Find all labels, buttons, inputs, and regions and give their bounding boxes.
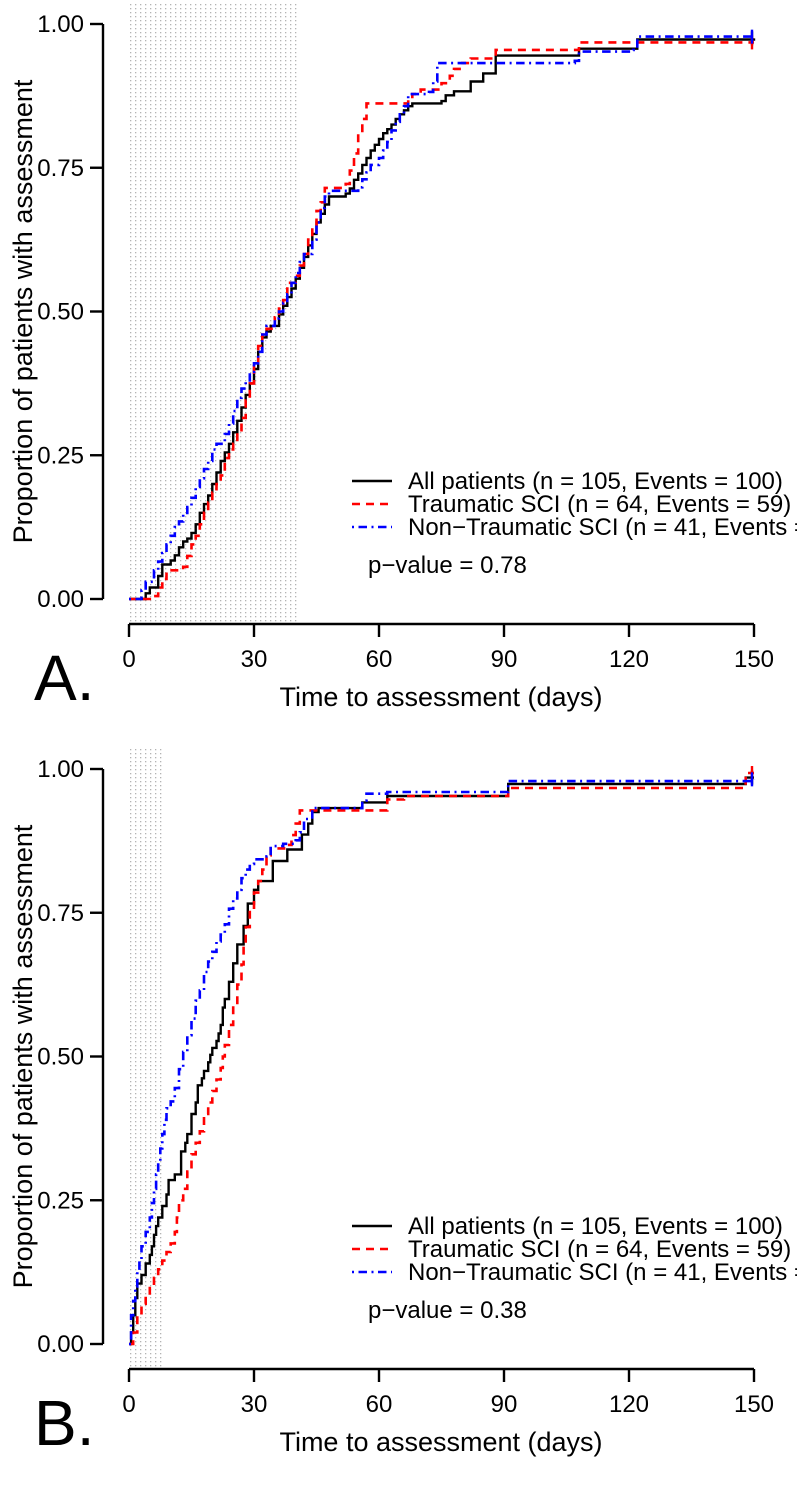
- y-tick-label: 0.75: [37, 155, 84, 182]
- panel-label: A.: [34, 642, 94, 714]
- shaded-region: [128, 4, 297, 622]
- p-value-text: p−value = 0.78: [368, 552, 527, 579]
- x-axis-title: Time to assessment (days): [279, 682, 602, 712]
- y-tick-label: 0.00: [37, 586, 84, 613]
- legend-traumatic-sci-label: Traumatic SCI (n = 64, Events = 59): [408, 491, 791, 518]
- y-tick-label: 0.50: [37, 299, 84, 326]
- panel-label: B.: [34, 1387, 94, 1459]
- x-tick-label: 120: [609, 646, 649, 673]
- x-tick-label: 90: [491, 1391, 518, 1418]
- x-axis-title: Time to assessment (days): [279, 1427, 602, 1457]
- x-tick-label: 0: [122, 1391, 135, 1418]
- x-tick-label: 120: [609, 1391, 649, 1418]
- legend-all-patients-label: All patients (n = 105, Events = 100): [408, 1213, 783, 1240]
- x-tick-label: 30: [241, 1391, 268, 1418]
- legend-traumatic-sci-label: Traumatic SCI (n = 64, Events = 59): [408, 1236, 791, 1263]
- y-axis-title: Proportion of patients with assessment: [8, 79, 38, 543]
- y-axis-title: Proportion of patients with assessment: [8, 824, 38, 1288]
- x-tick-label: 30: [241, 646, 268, 673]
- legend-non-traumatic-sci-label: Non−Traumatic SCI (n = 41, Events = 41): [408, 514, 797, 541]
- x-tick-label: 150: [734, 646, 774, 673]
- y-tick-label: 1.00: [37, 756, 84, 783]
- panel-a-chart: 0.00 0.25 0.50 0.75 1.00 0 30 60 90 120 150 Time to…: [8, 4, 797, 714]
- series-all-patients-curve: [129, 776, 754, 1346]
- legend-all-patients-label: All patients (n = 105, Events = 100): [408, 468, 783, 495]
- y-tick-label: 1.00: [37, 11, 84, 38]
- x-tick-label: 150: [734, 1391, 774, 1418]
- y-tick-label: 0.00: [37, 1331, 84, 1358]
- x-tick-label: 60: [366, 1391, 393, 1418]
- y-tick-label: 0.25: [37, 1187, 84, 1214]
- p-value-text: p−value = 0.38: [368, 1297, 527, 1324]
- x-tick-label: 90: [491, 646, 518, 673]
- x-tick-label: 0: [122, 646, 135, 673]
- y-tick-label: 0.50: [37, 1044, 84, 1071]
- series-non-traumatic-sci-curve: [129, 779, 756, 1346]
- x-tick-label: 60: [366, 646, 393, 673]
- legend-non-traumatic-sci-label: Non−Traumatic SCI (n = 41, Events = 41): [408, 1259, 797, 1286]
- y-tick-label: 0.25: [37, 442, 84, 469]
- panel-b-chart: 0.00 0.25 0.50 0.75 1.00 0 30 60 90 120 150 Time to…: [8, 749, 797, 1459]
- y-tick-label: 0.75: [37, 900, 84, 927]
